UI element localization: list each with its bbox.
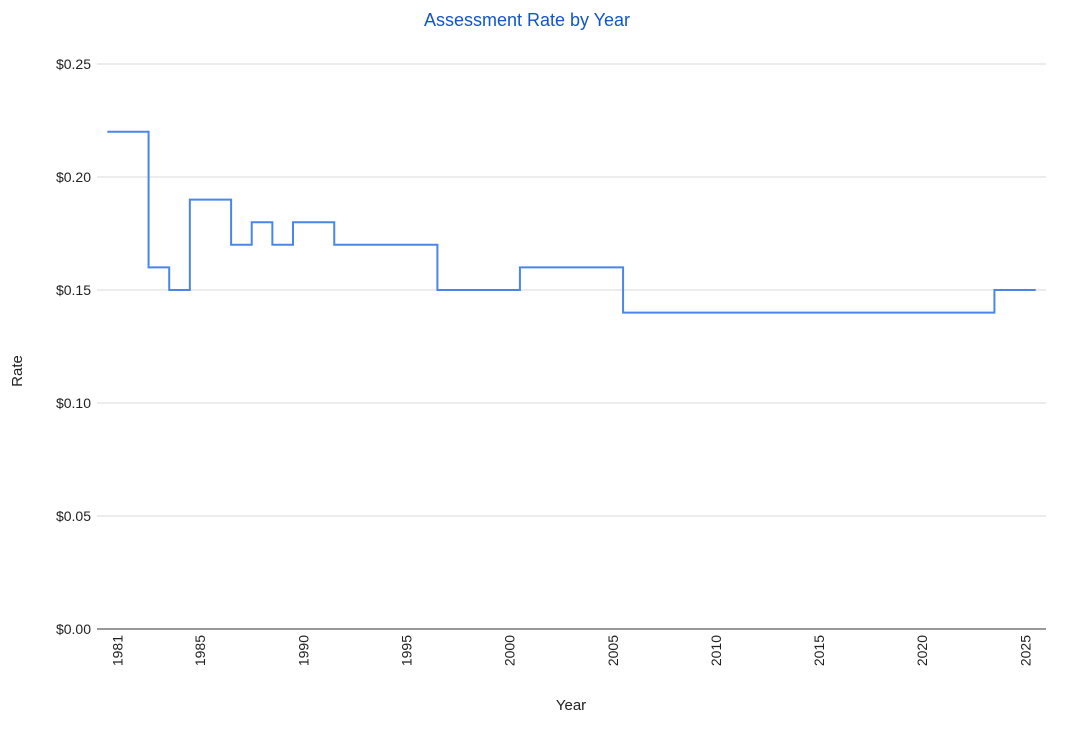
data-point xyxy=(813,307,825,319)
y-tick-label: $0.05 xyxy=(56,508,91,524)
chart-title: Assessment Rate by Year xyxy=(424,10,630,30)
data-point xyxy=(545,261,557,273)
x-tick-label: 2000 xyxy=(502,635,518,666)
x-tick-label: 2015 xyxy=(811,635,827,666)
x-tick-label: 1981 xyxy=(110,635,126,666)
x-tick-label: 1985 xyxy=(192,635,208,666)
data-point xyxy=(957,307,969,319)
y-axis-ticks: $0.00 $0.05 $0.10 $0.15 $0.20 $0.25 xyxy=(56,56,91,637)
y-tick-label: $0.10 xyxy=(56,395,91,411)
x-tick-label: 1990 xyxy=(295,635,311,666)
y-tick-label: $0.25 xyxy=(56,56,91,72)
data-point xyxy=(256,216,268,228)
data-point xyxy=(854,307,866,319)
data-point xyxy=(174,284,186,296)
data-point xyxy=(235,239,247,251)
data-point xyxy=(153,261,165,273)
data-point xyxy=(834,307,846,319)
gridlines xyxy=(97,63,1046,630)
data-point xyxy=(937,307,949,319)
data-point xyxy=(462,284,474,296)
data-point xyxy=(421,239,433,251)
data-point xyxy=(896,307,908,319)
data-point xyxy=(359,239,371,251)
data-point xyxy=(132,126,144,138)
y-tick-label: $0.15 xyxy=(56,282,91,298)
data-point xyxy=(627,307,639,319)
x-tick-label: 2005 xyxy=(605,635,621,666)
data-point xyxy=(875,307,887,319)
data-point xyxy=(524,261,536,273)
data-point xyxy=(215,194,227,206)
data-point xyxy=(400,239,412,251)
data-point xyxy=(1019,284,1031,296)
data-point xyxy=(978,307,990,319)
x-tick-label: 1995 xyxy=(398,635,414,666)
data-point xyxy=(710,307,722,319)
data-point xyxy=(751,307,763,319)
y-tick-label: $0.20 xyxy=(56,169,91,185)
data-point xyxy=(689,307,701,319)
data-point xyxy=(339,239,351,251)
data-point xyxy=(586,261,598,273)
x-tick-label: 2020 xyxy=(914,635,930,666)
data-point xyxy=(669,307,681,319)
x-tick-label: 2010 xyxy=(708,635,724,666)
data-point xyxy=(607,261,619,273)
data-point xyxy=(442,284,454,296)
data-point xyxy=(318,216,330,228)
series-line xyxy=(107,130,1036,314)
data-point xyxy=(731,307,743,319)
data-point xyxy=(648,307,660,319)
data-point xyxy=(380,239,392,251)
data-point xyxy=(999,284,1011,296)
data-point xyxy=(772,307,784,319)
y-axis-title: Rate xyxy=(9,355,26,387)
data-point xyxy=(916,307,928,319)
data-point xyxy=(297,216,309,228)
data-point xyxy=(483,284,495,296)
data-point xyxy=(194,194,206,206)
series-layer xyxy=(107,126,1036,319)
x-tick-label: 2025 xyxy=(1017,635,1033,666)
x-axis-title: Year xyxy=(556,697,586,714)
y-tick-label: $0.00 xyxy=(56,621,91,637)
data-point xyxy=(277,239,289,251)
data-point xyxy=(112,126,124,138)
x-axis-ticks: 1981 1985 1990 1995 2000 2005 2010 2015 2020 2025 xyxy=(110,635,1034,666)
data-point xyxy=(792,307,804,319)
data-point xyxy=(504,284,516,296)
data-point xyxy=(566,261,578,273)
